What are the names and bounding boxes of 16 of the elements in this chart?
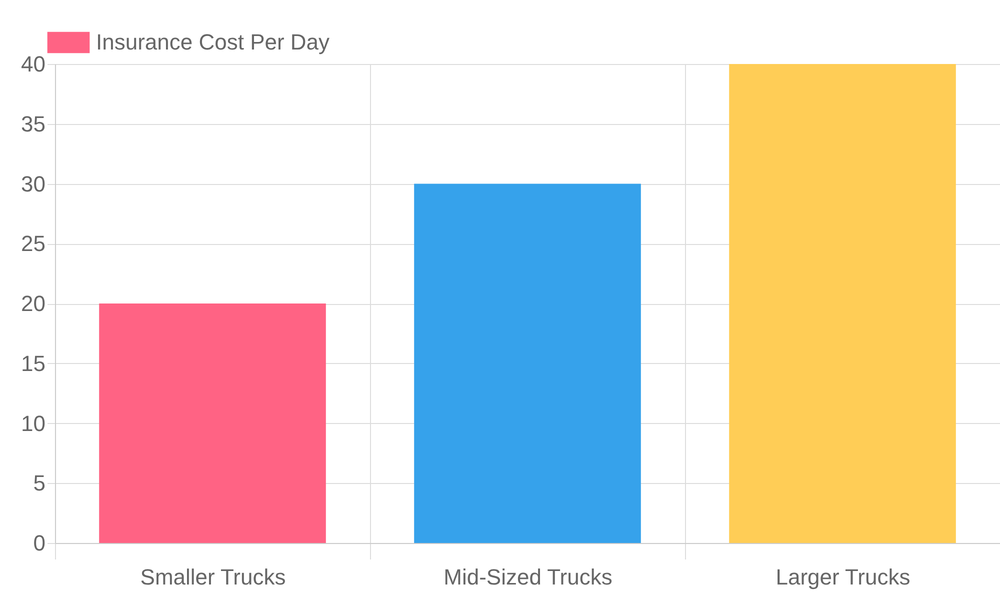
y-tick-label: 25 [21, 231, 46, 256]
x-tick-label: Mid-Sized Trucks [444, 564, 612, 590]
legend-label: Insurance Cost Per Day [96, 30, 330, 54]
y-tick-label: 15 [21, 350, 46, 376]
x-tick-label: Larger Trucks [776, 564, 910, 590]
x-tick-label: Smaller Trucks [140, 564, 286, 590]
y-tick-label: 20 [21, 291, 46, 316]
bar [414, 184, 641, 543]
y-tick-label: 40 [21, 52, 46, 76]
bar [729, 64, 956, 543]
y-tick-label: 30 [21, 171, 46, 196]
y-tick-label: 35 [21, 111, 46, 136]
y-tick-label: 5 [33, 470, 46, 496]
bar [99, 304, 326, 543]
y-tick-label: 10 [21, 410, 46, 436]
y-tick-label: 0 [33, 530, 46, 556]
